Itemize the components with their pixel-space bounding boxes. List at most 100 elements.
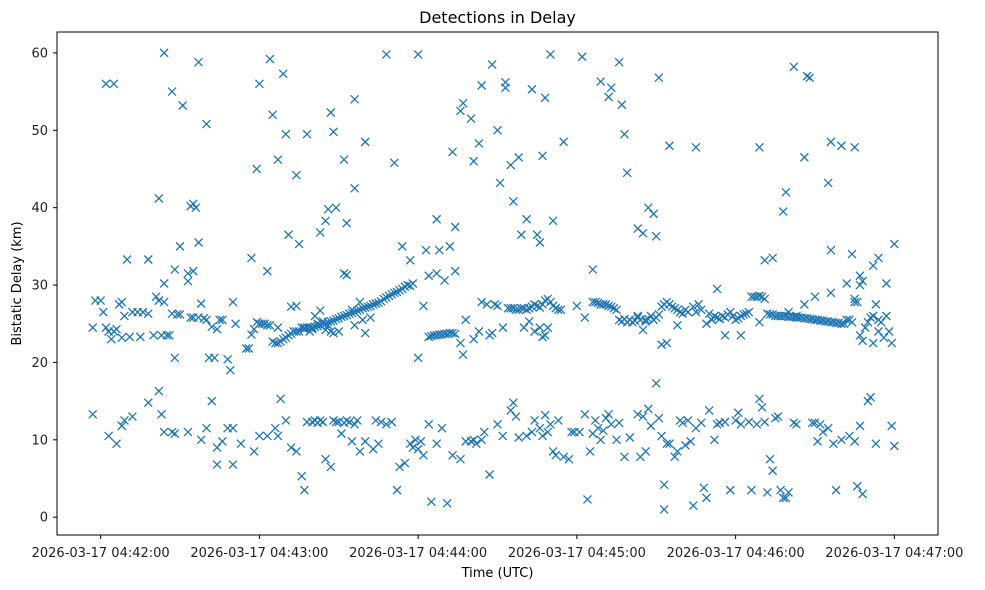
data-point — [241, 344, 251, 353]
data-point — [360, 328, 370, 338]
data-point — [620, 129, 629, 139]
data-point — [88, 323, 98, 333]
data-point — [559, 137, 569, 147]
data-point — [284, 330, 293, 340]
data-point — [326, 327, 336, 336]
data-point — [223, 354, 233, 364]
data-point — [162, 330, 172, 340]
data-point — [278, 69, 288, 79]
data-point — [665, 141, 674, 151]
data-point — [408, 443, 418, 453]
data-point — [575, 427, 584, 437]
data-point — [855, 280, 865, 290]
data-point — [754, 291, 764, 301]
data-point — [500, 83, 510, 93]
data-point — [432, 214, 442, 224]
data-point — [366, 313, 375, 323]
data-point — [754, 394, 764, 404]
data-point — [323, 204, 333, 214]
data-point — [773, 412, 783, 422]
data-point — [315, 306, 325, 316]
data-point — [699, 483, 709, 493]
data-point — [572, 301, 582, 311]
data-point — [646, 421, 656, 431]
data-point — [852, 481, 862, 491]
data-point — [117, 297, 127, 307]
data-point — [88, 409, 98, 419]
data-point — [315, 227, 325, 237]
plot-area — [56, 31, 939, 536]
data-point — [604, 92, 614, 102]
data-point — [450, 266, 460, 276]
data-point — [712, 313, 722, 323]
data-point — [688, 302, 698, 312]
data-point — [334, 327, 344, 336]
data-point — [482, 299, 492, 309]
data-point — [770, 413, 780, 423]
data-point — [395, 462, 405, 472]
data-point — [231, 319, 241, 329]
data-point — [358, 303, 368, 313]
data-point — [368, 299, 378, 309]
data-point — [257, 319, 267, 329]
data-point — [344, 309, 354, 319]
data-point — [842, 315, 852, 325]
data-point — [167, 87, 177, 97]
data-point — [284, 230, 293, 240]
data-point — [493, 301, 502, 311]
data-point — [360, 436, 370, 446]
data-point — [342, 416, 352, 425]
data-point — [590, 297, 600, 307]
data-point — [691, 142, 701, 152]
data-point — [246, 330, 256, 340]
data-point — [387, 289, 397, 299]
data-point — [294, 239, 304, 249]
data-point — [389, 158, 399, 168]
y-tick-label: 10 — [31, 433, 48, 448]
data-point — [381, 419, 391, 429]
data-point — [590, 416, 600, 425]
data-point — [657, 340, 666, 350]
data-point — [672, 320, 682, 330]
data-point — [514, 152, 524, 162]
data-point — [159, 279, 169, 288]
data-point — [366, 301, 375, 311]
data-point — [331, 314, 341, 324]
data-point — [424, 271, 434, 281]
data-point — [768, 309, 778, 319]
data-point — [397, 241, 407, 251]
data-point — [350, 94, 360, 104]
data-point — [122, 255, 132, 264]
data-point — [448, 147, 457, 157]
data-point — [252, 317, 262, 327]
data-point — [680, 440, 690, 450]
data-point — [768, 253, 778, 263]
data-point — [120, 416, 129, 425]
data-point — [151, 292, 161, 302]
data-point — [188, 199, 198, 209]
data-point — [535, 423, 545, 433]
data-point — [262, 320, 272, 330]
data-point — [881, 279, 891, 288]
data-point — [709, 311, 719, 321]
data-point — [683, 416, 693, 425]
data-point — [638, 228, 648, 238]
data-point — [207, 322, 217, 332]
data-point — [887, 421, 897, 431]
data-point — [545, 49, 555, 59]
data-point — [598, 299, 608, 309]
data-point — [342, 218, 352, 228]
data-point — [725, 485, 735, 495]
data-point — [456, 454, 465, 464]
data-point — [371, 299, 381, 309]
y-tick-label: 60 — [31, 46, 48, 61]
data-point — [548, 216, 558, 226]
data-point — [321, 454, 330, 464]
data-point — [813, 436, 823, 446]
data-point — [101, 79, 111, 89]
data-point — [228, 460, 238, 470]
data-point — [350, 183, 360, 193]
data-point — [395, 286, 405, 295]
data-point — [471, 439, 481, 449]
data-point — [318, 417, 328, 427]
